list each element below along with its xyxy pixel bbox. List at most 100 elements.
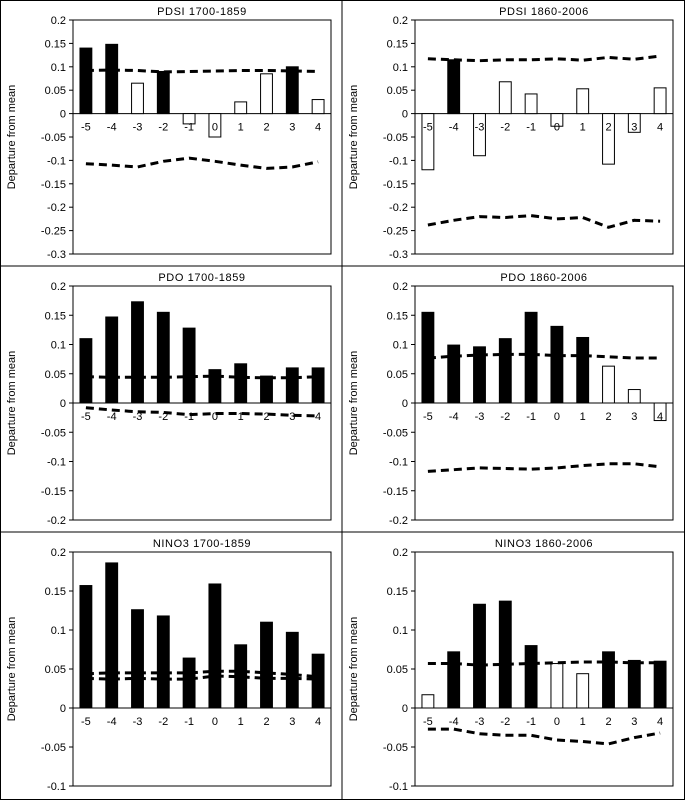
bar--2: [156, 615, 170, 709]
bar-3: [285, 631, 299, 709]
bar-3: [627, 113, 641, 133]
x-category-label: -4: [449, 122, 459, 134]
x-category-label: 4: [315, 411, 321, 423]
y-tick-label: -0.1: [389, 457, 408, 469]
y-tick-label: 0.15: [45, 586, 66, 598]
chart-panel-6: NINO3 1860-2006 Departure from mean 0.2 0.1…: [348, 538, 674, 793]
x-category-label: -2: [500, 122, 510, 134]
x-category-label: -4: [107, 716, 117, 728]
y-tick-label: 0.15: [387, 310, 408, 322]
y-tick-label: 0.1: [51, 625, 66, 637]
chart-panel-2: PDSI 1860-2006 Departure from mean 0.2 0.15…: [348, 6, 674, 261]
bar-3: [627, 389, 641, 404]
x-category-label: -5: [423, 411, 433, 423]
y-tick-label: 0: [60, 703, 66, 715]
y-tick-label: -0.15: [383, 486, 408, 498]
y-axis-label: Departure from mean: [6, 617, 18, 722]
x-category-label: 3: [289, 122, 295, 134]
bar-2: [602, 113, 615, 165]
bar-0: [208, 113, 222, 138]
bar--1: [182, 657, 196, 709]
bar--4: [447, 59, 461, 115]
x-category-label: 0: [212, 716, 218, 728]
bar-2: [602, 365, 615, 404]
x-category-label: -5: [423, 122, 433, 134]
y-tick-label: -0.05: [41, 427, 66, 439]
bar--1: [182, 327, 196, 404]
x-category-label: 3: [631, 411, 637, 423]
x-category-label: 2: [263, 716, 269, 728]
bar-1: [576, 88, 590, 115]
y-tick-label: -0.1: [47, 457, 66, 469]
y-tick-label: 0.05: [45, 85, 66, 97]
y-tick-label: 0.05: [387, 85, 408, 97]
bar-3: [627, 659, 641, 709]
y-tick-label: -0.15: [383, 179, 408, 191]
x-category-label: 2: [605, 411, 611, 423]
bar--2: [498, 81, 512, 115]
y-tick-label: 0.1: [51, 340, 66, 352]
y-tick-label: 0.2: [51, 547, 66, 559]
y-tick-label: 0: [402, 703, 408, 715]
x-category-label: 3: [631, 122, 637, 134]
bar-0: [550, 113, 564, 127]
bar-2: [260, 375, 273, 404]
y-tick-label: -0.2: [47, 202, 66, 214]
x-category-label: -4: [449, 716, 459, 728]
bar--3: [131, 82, 144, 115]
y-tick-label: 0: [60, 398, 66, 410]
x-category-label: 0: [554, 411, 560, 423]
chart-panel-3: PDO 1700-1859 Departure from mean 0.2 0.15 0…: [6, 272, 332, 527]
x-category-label: 3: [631, 716, 637, 728]
x-category-label: -1: [526, 716, 536, 728]
x-category-label: 4: [657, 716, 663, 728]
y-tick-label: 0.2: [393, 15, 408, 27]
bar-2: [260, 621, 273, 709]
x-category-label: 1: [580, 122, 586, 134]
x-category-label: -3: [475, 716, 485, 728]
x-category-label: -2: [158, 411, 168, 423]
y-tick-label: 0.2: [51, 281, 66, 293]
lower-bound-line: [427, 214, 661, 229]
y-tick-label: -0.3: [47, 249, 66, 261]
bar--1: [524, 645, 538, 709]
bar--2: [498, 600, 512, 709]
y-tick-label: 0.15: [45, 38, 66, 50]
bar-0: [550, 663, 564, 709]
bar--3: [473, 346, 486, 404]
y-tick-label: -0.25: [41, 226, 66, 238]
x-category-label: 4: [315, 122, 321, 134]
x-category-label: -2: [500, 411, 510, 423]
y-tick-label: -0.2: [389, 202, 408, 214]
y-tick-label: 0.1: [393, 62, 408, 74]
y-tick-label: 0.15: [387, 38, 408, 50]
x-category-label: 0: [212, 122, 218, 134]
x-category-label: -1: [184, 411, 194, 423]
bar--2: [156, 70, 170, 115]
y-axis-label: Departure from mean: [348, 617, 360, 722]
bar-0: [550, 325, 564, 404]
bar--3: [131, 301, 144, 404]
y-tick-label: -0.15: [41, 486, 66, 498]
x-category-label: 1: [238, 122, 244, 134]
x-category-label: -2: [158, 122, 168, 134]
lower-bound-line: [85, 156, 319, 170]
bar--4: [447, 651, 461, 709]
chart-title: NINO3 1860-2006: [495, 538, 593, 550]
bar-4: [311, 99, 325, 115]
bar--4: [105, 43, 119, 115]
x-category-label: -1: [526, 411, 536, 423]
y-tick-label: -0.05: [41, 132, 66, 144]
x-category-label: -4: [107, 411, 117, 423]
bar-4: [311, 367, 325, 404]
y-tick-label: -0.2: [47, 515, 66, 527]
chart-title: PDO 1860-2006: [500, 272, 587, 284]
x-category-label: -1: [184, 716, 194, 728]
bar--2: [498, 338, 512, 404]
x-category-label: 1: [238, 716, 244, 728]
y-tick-label: -0.2: [389, 515, 408, 527]
bar-1: [234, 363, 248, 404]
y-tick-label: 0.2: [393, 281, 408, 293]
bar--5: [79, 585, 93, 709]
